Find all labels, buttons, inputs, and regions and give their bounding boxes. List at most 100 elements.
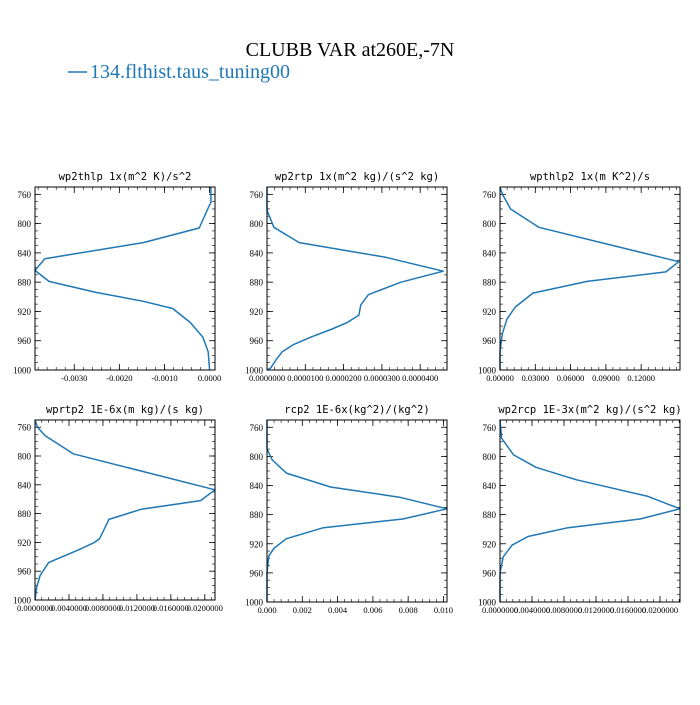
panel-title: wpthlp2 1x(m K^2)/s (530, 171, 650, 183)
y-tick-label: 800 (18, 219, 32, 229)
chart-panel-4: wprtp2 1E-6x(m kg)/(s kg) 760 800 840 880 920… (13, 404, 223, 613)
series-line (499, 186, 680, 370)
y-tick-label: 1000 (478, 366, 497, 376)
y-tick-label: 920 (18, 307, 32, 317)
x-tick-label: 0.0000300 (364, 373, 400, 383)
series-line (266, 420, 448, 602)
y-tick-label: 1000 (478, 598, 497, 608)
series-line (34, 419, 216, 601)
series-line (266, 187, 444, 371)
y-tick-label: 1000 (13, 596, 32, 606)
x-tick-label: 0.0200000 (642, 605, 678, 615)
chart-panel-3: wpthlp2 1x(m K^2)/s 760 800 840 880 920 960 100… (478, 171, 681, 383)
y-tick-label: 840 (18, 248, 32, 258)
plot-frame (266, 186, 448, 371)
x-tick-label: 0.0120000 (578, 605, 614, 615)
panel-grid: wp2thlp 1x(m^2 K)/s^2 760 800 840 880 920 960 1… (13, 171, 682, 615)
x-tick-label: 0.0000000 (482, 605, 518, 615)
y-tick-label: 800 (250, 452, 264, 462)
y-tick-label: 920 (483, 539, 497, 549)
series-line (499, 419, 681, 602)
y-tick-label: 800 (18, 452, 32, 462)
y-tick-label: 960 (18, 336, 32, 346)
x-tick-label: 0.0040000 (514, 605, 550, 615)
x-tick-label: 0.010 (434, 605, 453, 615)
chart-panel-6: wp2rcp 1E-3x(m^2 kg)/(s^2 kg)760 800 840 88… (478, 404, 682, 615)
figure-title: CLUBB VAR at260E,-7N (246, 39, 455, 61)
chart-panel-5: rcp2 1E-6x(kg^2)/(kg^2) 760 800 840 880 920 96… (245, 404, 453, 615)
y-tick-label: 840 (483, 481, 497, 491)
y-tick-label: 1000 (245, 598, 264, 608)
x-tick-label: 0.002 (293, 605, 312, 615)
x-tick-label: 0.006 (363, 605, 382, 615)
y-tick-label: 760 (18, 190, 32, 200)
x-tick-label: 0.0000200 (326, 373, 362, 383)
y-tick-label: 840 (18, 480, 32, 490)
panel-title: wp2rtp 1x(m^2 kg)/(s^2 kg) (275, 171, 439, 183)
y-tick-label: 920 (250, 307, 264, 317)
x-tick-label: -0.0030 (61, 373, 87, 383)
y-tick-label: 760 (250, 423, 264, 433)
y-tick-label: 800 (483, 452, 497, 462)
x-tick-label: 0.0080000 (546, 605, 582, 615)
y-tick-label: 960 (250, 568, 264, 578)
y-tick-label: 760 (483, 190, 497, 200)
x-tick-label: 0.008 (399, 605, 418, 615)
y-tick-label: 1000 (245, 366, 264, 376)
panel-title: wprtp2 1E-6x(m kg)/(s kg) (46, 404, 204, 416)
y-tick-label: 800 (483, 219, 497, 229)
x-tick-label: 0.09000 (592, 373, 620, 383)
legend-label: 134.flthist.taus_tuning00 (90, 61, 290, 83)
figure-legend: 134.flthist.taus_tuning00 (68, 61, 290, 83)
y-tick-label: 760 (18, 423, 32, 433)
x-tick-label: 0.0000100 (287, 373, 323, 383)
x-tick-label: -0.0020 (106, 373, 132, 383)
panel-title: rcp2 1E-6x(kg^2)/(kg^2) (284, 404, 429, 416)
x-tick-label: 0.06000 (557, 373, 585, 383)
x-tick-label: 0.000 (257, 605, 276, 615)
y-tick-label: 1000 (13, 366, 32, 376)
x-tick-label: 0.004 (328, 605, 348, 615)
y-tick-label: 840 (483, 248, 497, 258)
panel-title: wp2thlp 1x(m^2 K)/s^2 (59, 171, 192, 183)
chart-panel-2: wp2rtp 1x(m^2 kg)/(s^2 kg) 760 800 840 880 92… (245, 171, 448, 383)
x-tick-label: 0.0040000 (51, 603, 87, 613)
y-tick-label: 960 (483, 336, 497, 346)
plot-frame (499, 186, 681, 371)
y-tick-label: 880 (483, 510, 497, 520)
x-tick-label: 0.0000400 (402, 373, 438, 383)
x-tick-label: 0.0160000 (153, 603, 189, 613)
y-tick-label: 800 (250, 219, 264, 229)
x-tick-label: 0.0160000 (610, 605, 646, 615)
x-tick-label: 0.0000 (198, 373, 221, 383)
y-tick-label: 880 (250, 510, 264, 520)
y-tick-label: 760 (483, 423, 497, 433)
x-tick-label: -0.0010 (151, 373, 177, 383)
y-tick-label: 920 (483, 307, 497, 317)
y-tick-label: 960 (250, 336, 264, 346)
x-tick-label: 0.12000 (627, 373, 655, 383)
chart-panel-1: wp2thlp 1x(m^2 K)/s^2 760 800 840 880 920 960 1… (13, 171, 221, 383)
plot-frame (34, 186, 216, 371)
y-tick-label: 880 (18, 278, 32, 288)
y-tick-label: 920 (250, 539, 264, 549)
x-tick-label: 0.00000 (486, 373, 514, 383)
y-tick-label: 920 (18, 538, 32, 548)
x-tick-label: 0.0120000 (119, 603, 155, 613)
y-tick-label: 760 (250, 190, 264, 200)
series-line (34, 187, 212, 371)
panel-title: wp2rcp 1E-3x(m^2 kg)/(s^2 kg) (498, 404, 681, 416)
x-tick-label: 0.0200000 (187, 603, 223, 613)
plot-frame (34, 419, 216, 601)
x-tick-label: 0.03000 (521, 373, 549, 383)
y-tick-label: 960 (18, 567, 32, 577)
y-tick-label: 880 (483, 278, 497, 288)
y-tick-label: 960 (483, 568, 497, 578)
y-tick-label: 840 (250, 481, 264, 491)
x-tick-label: 0.0080000 (85, 603, 121, 613)
y-tick-label: 880 (18, 509, 32, 519)
x-tick-label: 0.0000000 (17, 603, 53, 613)
y-tick-label: 840 (250, 248, 264, 258)
